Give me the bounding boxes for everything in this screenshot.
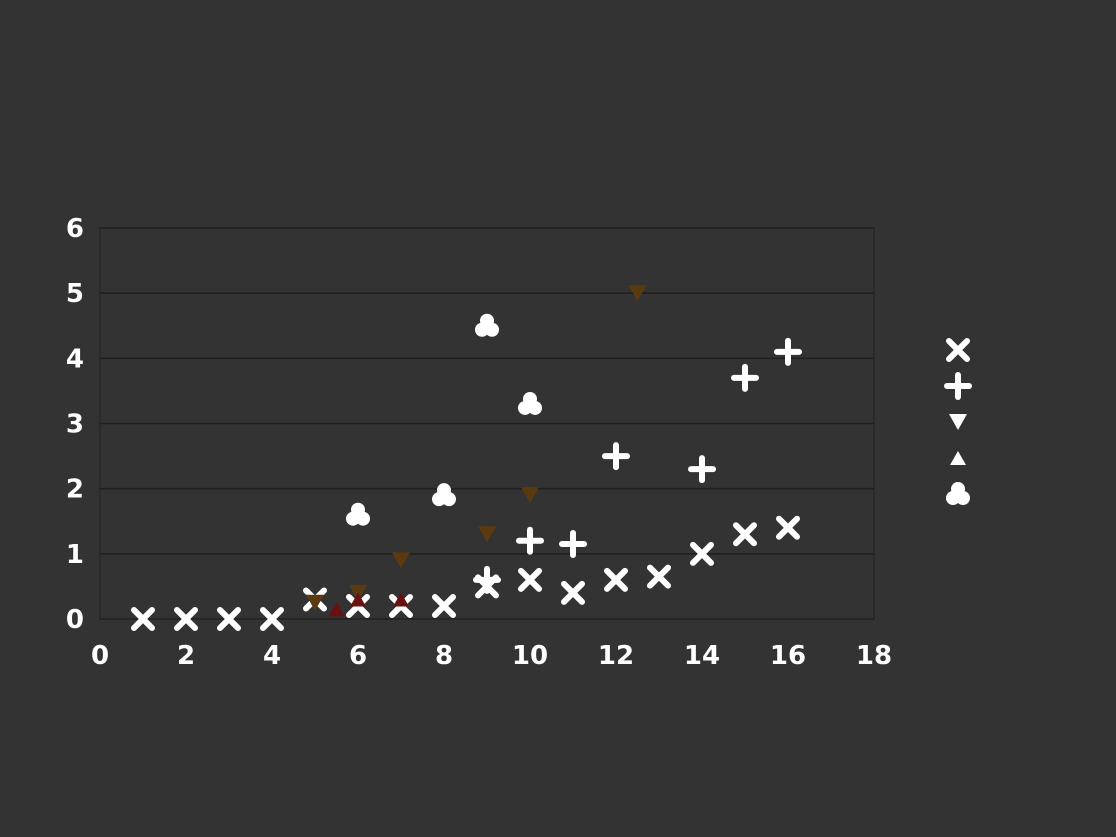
data-point-series-2 — [774, 337, 802, 366]
data-point-series-1 — [174, 607, 198, 631]
y-tick-label: 3 — [66, 410, 84, 440]
legend-marker-4 — [950, 451, 966, 465]
x-tick-label: 12 — [598, 641, 634, 671]
x-tick-label: 14 — [684, 641, 720, 671]
data-point-series-2 — [473, 565, 501, 594]
data-point-series-5 — [432, 483, 456, 507]
data-point-series-4 — [328, 602, 345, 617]
data-point-series-2 — [688, 455, 716, 484]
data-point-series-1 — [647, 564, 671, 589]
data-point-series-1 — [432, 593, 456, 618]
legend-marker-3 — [949, 414, 967, 430]
x-tick-label: 4 — [263, 641, 281, 671]
legend-marker-5 — [946, 482, 970, 505]
data-points — [131, 285, 802, 631]
data-point-series-5 — [475, 313, 499, 337]
data-point-series-1 — [217, 607, 241, 631]
x-tick-label: 0 — [91, 641, 109, 671]
y-tick-label: 1 — [66, 540, 84, 570]
legend — [944, 338, 972, 505]
grid-layer — [100, 227, 874, 620]
x-tick-label: 10 — [512, 641, 548, 671]
legend-marker-2 — [944, 372, 972, 400]
data-point-series-4 — [350, 592, 366, 607]
data-point-series-2 — [516, 526, 544, 555]
y-tick-label: 4 — [66, 344, 84, 374]
data-point-series-1 — [776, 515, 800, 540]
y-tick-label: 5 — [66, 279, 84, 309]
data-point-series-3 — [628, 285, 647, 302]
data-point-series-1 — [690, 541, 714, 566]
x-tick-label: 16 — [770, 641, 806, 671]
data-point-series-2 — [731, 363, 759, 392]
x-tick-label: 18 — [856, 641, 892, 671]
data-point-series-3 — [521, 487, 539, 504]
data-point-series-3 — [306, 594, 324, 611]
y-tick-label: 6 — [66, 214, 84, 244]
data-point-series-1 — [561, 580, 585, 605]
data-point-series-3 — [478, 526, 496, 543]
y-tick-label: 0 — [66, 605, 84, 635]
data-point-series-1 — [733, 522, 757, 547]
data-point-series-4 — [393, 592, 409, 607]
legend-marker-1 — [946, 338, 970, 362]
y-tick-labels: 0 1 2 3 4 5 6 — [66, 214, 84, 635]
x-tick-label: 6 — [349, 641, 367, 671]
y-tick-label: 2 — [66, 475, 84, 505]
x-tick-labels: 0 2 4 6 8 10 12 14 16 18 — [91, 641, 892, 671]
data-point-series-1 — [604, 567, 628, 592]
data-point-series-1 — [131, 607, 155, 631]
x-tick-label: 2 — [177, 641, 195, 671]
x-tick-label: 8 — [435, 641, 453, 671]
data-point-series-2 — [602, 442, 630, 471]
data-point-series-1 — [518, 567, 542, 592]
data-point-series-3 — [392, 552, 410, 569]
data-point-series-1 — [260, 607, 284, 631]
data-point-series-2 — [559, 530, 587, 559]
data-point-series-5 — [518, 391, 542, 415]
data-point-series-5 — [346, 502, 370, 526]
plot-area — [99, 227, 875, 620]
